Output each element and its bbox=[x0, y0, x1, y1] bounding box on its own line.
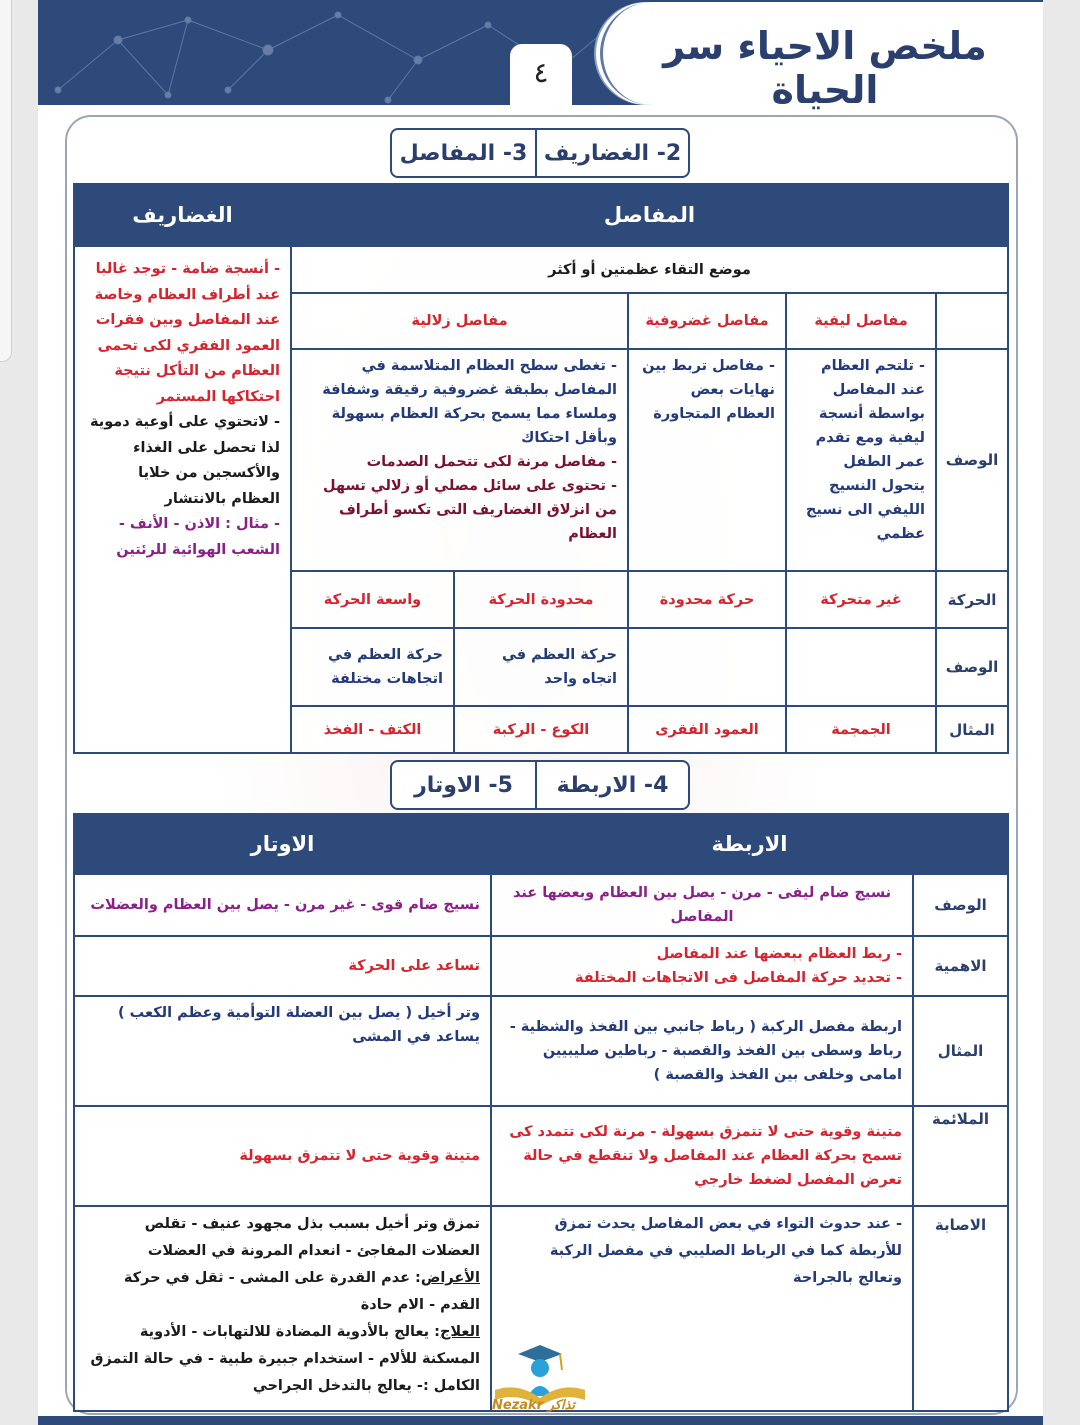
tendons-example: وتر أخيل ( يصل بين العضلة التوأمية وعظم … bbox=[73, 995, 492, 1107]
empty-label bbox=[935, 292, 1009, 350]
treatment-text: : يعالج بالأدوية المضادة للالتهابات - ال… bbox=[90, 1324, 480, 1394]
type-fibrous: مفاصل ليفية bbox=[785, 292, 937, 350]
injury-cause: تمزق وتر أخيل بسبب بذل مجهود عنيف - تقلص… bbox=[144, 1216, 480, 1259]
ligaments-description: نسيج ضام ليفى - مرن - يصل بين العظام وبع… bbox=[489, 873, 915, 937]
title-panel bbox=[600, 2, 1043, 105]
fibrous-description: - تلتحم العظام عند المفاصل بواسطة أنسجة … bbox=[785, 348, 937, 572]
tab-joints: 3- المفاصل bbox=[399, 140, 528, 166]
tendons-importance: تساعد على الحركة bbox=[73, 935, 492, 997]
tendons-fitness: متينة وقوية حتى لا تتمزق بسهولة bbox=[73, 1105, 492, 1207]
ligaments-tendons-table: الاربطة الاوتار الوصف نسيج ضام ليفى - مر… bbox=[73, 813, 1010, 1412]
ligaments-importance: - ربط العظام ببعضها عند المفاصل - تحديد … bbox=[489, 935, 915, 997]
row-label-movement-description: الوصف bbox=[935, 627, 1009, 707]
movement-fibrous: غير متحركة bbox=[785, 570, 937, 629]
section-tabs-2: 4- الاربطة 5- الاوتار bbox=[390, 760, 690, 810]
type-cartilaginous: مفاصل غضروفية bbox=[627, 292, 787, 350]
synovial-point: - مفاصل مرنة لكى تتحمل الصدمات bbox=[366, 454, 617, 470]
header-joints: المفاصل bbox=[290, 183, 1009, 247]
empty-cell bbox=[785, 627, 937, 707]
cartilage-note: - لاتحتوي على أوعية دموية لذا تحصل على ا… bbox=[89, 414, 280, 507]
tab-ligaments: 4- الاربطة bbox=[535, 762, 688, 808]
example-synovial-wide: الكتف - الفخذ bbox=[290, 705, 455, 754]
logo-text: Nezakr تذاكر bbox=[492, 1398, 576, 1413]
row-label-description: الوصف bbox=[935, 348, 1009, 572]
row-label-description: الوصف bbox=[912, 873, 1010, 937]
movement-synovial-wide: واسعة الحركة bbox=[290, 570, 455, 629]
synovial-point: - تحتوى على سائل مصلي أو زلالي تسهل من ا… bbox=[323, 478, 617, 542]
tab-cartilage: 2- الغضاريف bbox=[535, 130, 688, 176]
row-label-injury: الاصابة bbox=[912, 1205, 1010, 1412]
synovial-description: - تغطى سطح العظام المتلاسمة في المفاصل ب… bbox=[290, 348, 629, 572]
tendons-injury: تمزق وتر أخيل بسبب بذل مجهود عنيف - تقلص… bbox=[73, 1205, 492, 1412]
movement-synovial-limited: محدودة الحركة bbox=[453, 570, 629, 629]
page-number: ٤ bbox=[510, 44, 572, 105]
example-cartilaginous: العمود الفقرى bbox=[627, 705, 787, 754]
example-fibrous: الجمجمة bbox=[785, 705, 937, 754]
section-tabs-1: 2- الغضاريف 3- المفاصل bbox=[390, 128, 690, 178]
footer-bar bbox=[38, 1416, 1043, 1425]
movement-description-limited: حركة العظم في اتجاه واحد bbox=[453, 627, 629, 707]
symptoms-label: الأعراض bbox=[420, 1270, 480, 1286]
tab-tendons: 5- الاوتار bbox=[414, 772, 513, 798]
synovial-point: - تغطى سطح العظام المتلاسمة في المفاصل ب… bbox=[322, 358, 617, 446]
header-cartilage: الغضاريف bbox=[73, 183, 292, 247]
importance-point: - ربط العظام ببعضها عند المفاصل bbox=[656, 946, 903, 962]
row-label-importance: الاهمية bbox=[912, 935, 1010, 997]
header-ligaments: الاربطة bbox=[489, 813, 1010, 875]
row-label-example: المثال bbox=[912, 995, 1010, 1107]
cartilage-note: - أنسجة ضامة - توجد غالبا عند أطراف العظ… bbox=[94, 261, 280, 405]
treatment-label: العلاج bbox=[439, 1324, 480, 1340]
row-label-example: المثال bbox=[935, 705, 1009, 754]
joints-definition: موضع التقاء عظمتين أو أكثر bbox=[290, 245, 1009, 294]
ligaments-injury: - عند حدوث التواء في بعض المفاصل يحدث تم… bbox=[489, 1205, 915, 1412]
row-label-movement: الحركة bbox=[935, 570, 1009, 629]
ligaments-fitness: متينة وقوية حتى لا تتمزق بسهولة - مرنة ل… bbox=[489, 1105, 915, 1207]
cartilage-note: - مثال : الاذن - الأنف - الشعب الهوائية … bbox=[116, 516, 280, 558]
cartilage-notes: - أنسجة ضامة - توجد غالبا عند أطراف العظ… bbox=[73, 245, 292, 754]
graduation-book-logo-icon bbox=[495, 1345, 585, 1406]
side-scroll-tab bbox=[0, 0, 12, 362]
header-tendons: الاوتار bbox=[73, 813, 492, 875]
empty-cell bbox=[627, 627, 787, 707]
movement-description-wide: حركة العظم في اتجاهات مختلفة bbox=[290, 627, 455, 707]
cartilaginous-description: - مفاصل تربط بين نهايات بعض العظام المتج… bbox=[627, 348, 787, 572]
symptoms-text: : عدم القدرة على المشى - ثقل في حركة الق… bbox=[123, 1270, 480, 1313]
network-pattern-icon bbox=[54, 11, 622, 104]
importance-point: - تحديد حركة المفاصل فى الاتجاهات المختل… bbox=[574, 970, 903, 986]
type-synovial: مفاصل زلالية bbox=[290, 292, 629, 350]
example-synovial-limited: الكوع - الركبة bbox=[453, 705, 629, 754]
content-frame bbox=[65, 115, 1018, 1415]
movement-cartilaginous: حركة محدودة bbox=[627, 570, 787, 629]
tendons-description: نسيج ضام قوى - غير مرن - يصل بين العظام … bbox=[73, 873, 492, 937]
ligaments-example: اربطة مفصل الركبة ( رباط جانبي بين الفخذ… bbox=[489, 995, 915, 1107]
joints-cartilage-table: المفاصل الغضاريف موضع التقاء عظمتين أو أ… bbox=[73, 183, 1009, 754]
row-label-fitness: الملائمة bbox=[912, 1105, 1010, 1207]
page-title: ملخص الاحياء سر الحياة bbox=[663, 24, 987, 112]
